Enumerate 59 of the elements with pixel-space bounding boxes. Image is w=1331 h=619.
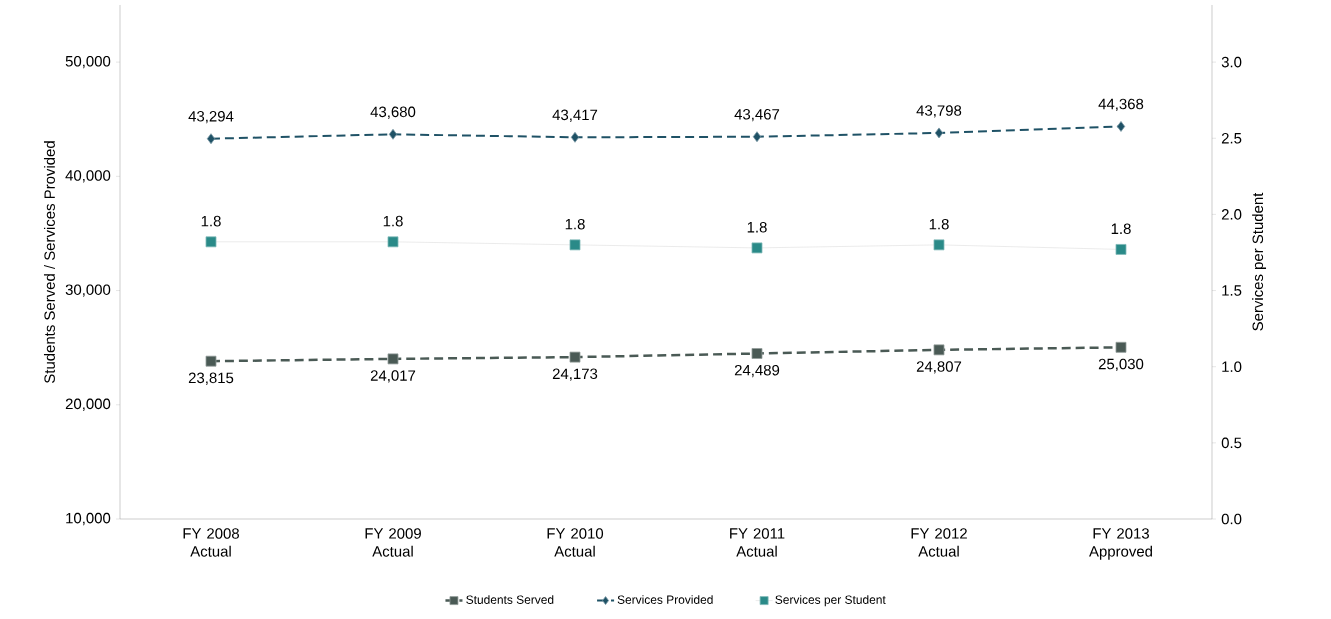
data-label: 43,467 xyxy=(734,109,780,122)
y2-tick-label: 3.0 xyxy=(1221,56,1242,68)
y-tick-label: 10,000 xyxy=(66,512,111,526)
y2-tick-label: 0.5 xyxy=(1221,437,1242,449)
point xyxy=(205,236,217,248)
y-tick-label: 30,000 xyxy=(65,284,111,297)
y2-axis-title: Services per Student xyxy=(1252,192,1267,331)
point xyxy=(751,348,763,359)
legend-label: Students Served xyxy=(466,595,554,604)
x-tick-label: FY 2010 Actual xyxy=(547,528,604,557)
point xyxy=(387,353,399,365)
y2-tick-label: 0.0 xyxy=(1221,513,1242,525)
y2-tick-label: 1.5 xyxy=(1222,285,1242,296)
y-tick-label: 40,000 xyxy=(65,170,111,183)
point xyxy=(206,133,216,145)
point xyxy=(387,236,399,248)
data-label: 1.8 xyxy=(747,221,767,233)
point xyxy=(569,351,581,363)
point xyxy=(570,131,580,143)
data-label: 1.8 xyxy=(201,215,221,227)
x-tick-label: FY 2011 Actual xyxy=(730,528,785,557)
x-tick-label: FY 2009 Actual xyxy=(365,528,421,557)
data-label: 1.8 xyxy=(383,215,403,227)
data-label: 23,815 xyxy=(188,372,234,385)
data-label: 1.8 xyxy=(565,218,585,230)
y2-tick-label: 2.0 xyxy=(1221,209,1242,220)
data-label: 24,489 xyxy=(734,364,780,378)
data-label: 43,294 xyxy=(188,110,234,124)
point xyxy=(751,242,763,254)
legend-label: Services Provided xyxy=(617,595,713,604)
data-label: 24,807 xyxy=(916,361,962,374)
data-label: 43,680 xyxy=(370,106,416,119)
data-label: 1.8 xyxy=(1111,223,1131,235)
y-axis-title: Students Served / Services Provided xyxy=(43,141,55,384)
legend-label: Services per Student xyxy=(775,595,886,607)
point xyxy=(205,355,217,367)
point xyxy=(752,131,762,143)
point xyxy=(933,344,945,356)
x-tick-label: FY 2008 Actual xyxy=(183,528,239,557)
data-label: 43,798 xyxy=(916,105,962,118)
y-tick-label: 20,000 xyxy=(65,398,111,411)
data-label: 44,368 xyxy=(1098,98,1144,112)
point xyxy=(1115,244,1127,255)
y-tick-label: 50,000 xyxy=(65,55,111,69)
point xyxy=(388,128,398,140)
data-label: 24,173 xyxy=(552,368,598,381)
data-label: 25,030 xyxy=(1098,358,1144,372)
point xyxy=(933,239,945,251)
point xyxy=(1115,341,1127,353)
y2-tick-label: 1.0 xyxy=(1222,361,1242,372)
y2-tick-label: 2.5 xyxy=(1221,132,1242,144)
point xyxy=(569,239,581,251)
data-label: 24,017 xyxy=(370,370,416,383)
x-tick-label: FY 2013 Approved xyxy=(1089,528,1152,560)
point xyxy=(934,127,944,139)
point xyxy=(1116,121,1126,132)
x-tick-label: FY 2012 Actual xyxy=(911,528,967,557)
data-label: 43,417 xyxy=(552,109,598,122)
data-label: 1.8 xyxy=(929,218,949,230)
